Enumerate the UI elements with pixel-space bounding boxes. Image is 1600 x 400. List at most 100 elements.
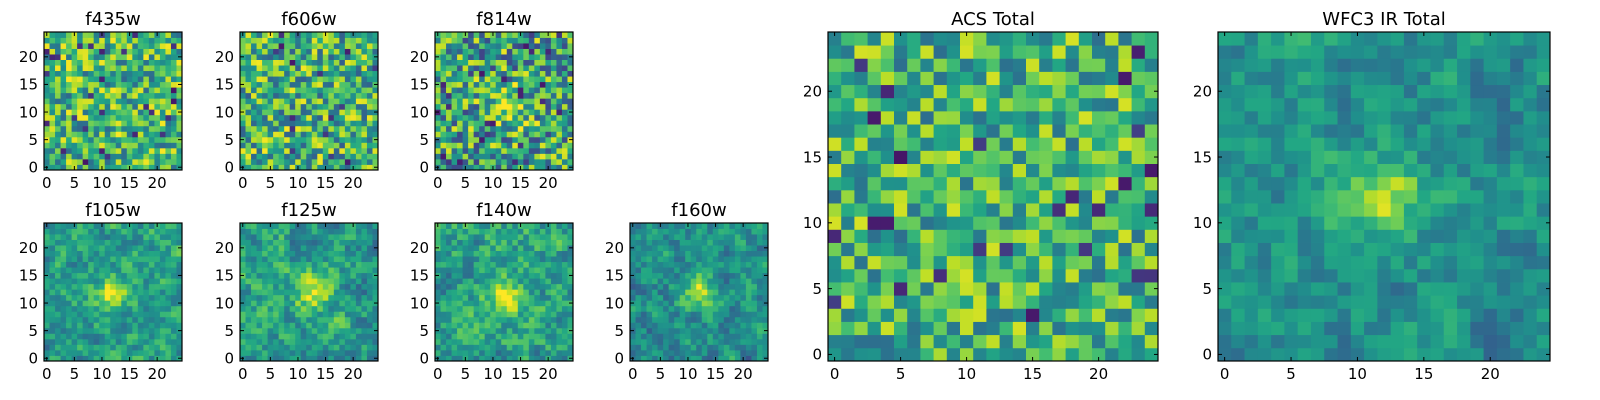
- heatmap-cell: [262, 147, 268, 154]
- heatmap-cell: [60, 164, 67, 171]
- heatmap-cell: [44, 349, 50, 356]
- heatmap-cell: [77, 43, 84, 49]
- heatmap-cell: [49, 267, 56, 274]
- heatmap-cell: [104, 289, 111, 296]
- heatmap-cell: [165, 234, 172, 240]
- heatmap-cell: [517, 344, 524, 351]
- heatmap-cell: [317, 147, 324, 154]
- heatmap-cell: [339, 234, 346, 240]
- heatmap-cell: [339, 120, 346, 127]
- heatmap-cell: [148, 92, 155, 99]
- heatmap-cell: [82, 250, 89, 257]
- heatmap-cell: [512, 322, 519, 329]
- heatmap-cell: [756, 272, 763, 279]
- heatmap-cell: [170, 355, 177, 362]
- heatmap-cell: [137, 316, 144, 323]
- heatmap-cell: [707, 338, 714, 345]
- heatmap-cell: [712, 272, 719, 279]
- heatmap-cell: [99, 245, 106, 251]
- heatmap-cell: [256, 234, 263, 240]
- heatmap-cell: [148, 349, 155, 356]
- heatmap-cell: [690, 344, 697, 351]
- heatmap-cell: [104, 81, 111, 88]
- y-tick-label: 5: [419, 131, 429, 149]
- heatmap-cell: [550, 344, 557, 351]
- heatmap-cell: [317, 283, 324, 290]
- heatmap-cell: [679, 256, 686, 263]
- heatmap-cell: [49, 164, 56, 171]
- heatmap-cell: [867, 295, 882, 309]
- heatmap-cell: [561, 32, 568, 38]
- heatmap-cell: [473, 109, 480, 116]
- heatmap-cell: [435, 261, 441, 268]
- heatmap-cell: [273, 103, 280, 110]
- x-tick-label: 5: [656, 365, 666, 383]
- heatmap-cell: [126, 103, 133, 110]
- heatmap-cell: [635, 316, 642, 323]
- heatmap-cell: [512, 300, 519, 307]
- heatmap-cell: [751, 300, 758, 307]
- heatmap-cell: [663, 234, 670, 240]
- heatmap-cell: [165, 109, 172, 116]
- heatmap-cell: [495, 81, 502, 88]
- heatmap-cell: [841, 255, 855, 270]
- heatmap-cell: [946, 308, 961, 322]
- heatmap-cell: [71, 43, 78, 49]
- heatmap-cell: [734, 239, 741, 246]
- heatmap-cell: [82, 114, 89, 121]
- heatmap-cell: [148, 142, 155, 149]
- heatmap-cell: [361, 103, 368, 110]
- heatmap-cell: [333, 261, 340, 268]
- heatmap-cell: [668, 283, 675, 290]
- heatmap-cell: [137, 103, 144, 110]
- y-tick-label: 15: [19, 267, 38, 285]
- heatmap-cell: [132, 142, 139, 149]
- heatmap-cell: [350, 250, 357, 257]
- heatmap-cell: [317, 37, 324, 44]
- heatmap-cell: [60, 125, 67, 132]
- heatmap-cell: [986, 295, 1000, 309]
- heatmap-cell: [300, 87, 307, 94]
- heatmap-cell: [240, 59, 246, 66]
- heatmap-cell: [148, 65, 155, 72]
- heatmap-cell: [528, 349, 535, 356]
- heatmap-cell: [1118, 163, 1132, 178]
- heatmap-cell: [756, 305, 763, 312]
- heatmap-cell: [71, 283, 78, 290]
- heatmap-cell: [366, 283, 373, 290]
- heatmap-cell: [256, 98, 263, 105]
- heatmap-cell: [154, 48, 161, 55]
- heatmap-cell: [322, 228, 329, 235]
- heatmap-cell: [110, 294, 117, 301]
- heatmap-cell: [501, 76, 508, 83]
- heatmap-cell: [468, 333, 475, 340]
- heatmap-cell: [344, 305, 351, 312]
- heatmap-cell: [646, 261, 653, 268]
- heatmap-cell: [512, 54, 519, 60]
- heatmap-cell: [132, 136, 139, 143]
- heatmap-cell: [143, 109, 150, 116]
- heatmap-cell: [344, 153, 351, 160]
- heatmap-cell: [534, 70, 541, 77]
- heatmap-cell: [322, 37, 329, 44]
- heatmap-cell: [333, 311, 340, 318]
- x-tick-label: 10: [678, 365, 697, 383]
- heatmap-cell: [159, 103, 166, 110]
- heatmap-cell: [556, 48, 563, 55]
- heatmap-cell: [567, 261, 574, 268]
- heatmap-cell: [132, 114, 139, 121]
- heatmap-cell: [267, 54, 274, 60]
- heatmap-cell: [451, 87, 458, 94]
- heatmap-cell: [306, 272, 313, 279]
- heatmap-cell: [528, 92, 535, 99]
- heatmap-cell: [154, 228, 161, 235]
- heatmap-cell: [880, 176, 895, 191]
- heatmap-cell: [262, 228, 268, 235]
- heatmap-cell: [99, 98, 106, 105]
- heatmap-cell: [457, 164, 463, 171]
- heatmap-cell: [143, 338, 150, 345]
- heatmap-cell: [528, 125, 535, 132]
- heatmap-cell: [1131, 176, 1146, 191]
- heatmap-cell: [262, 261, 268, 268]
- heatmap-cell: [468, 278, 475, 285]
